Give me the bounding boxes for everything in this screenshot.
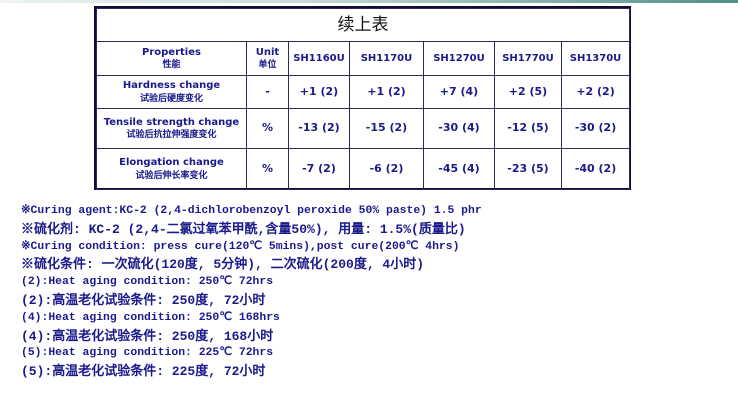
header-product: SH1160U xyxy=(288,41,350,76)
header-product: SH1270U xyxy=(423,41,495,76)
row-label: Tensile strength change 试验后抗拉伸强度变化 xyxy=(96,108,247,149)
row-label-en: Hardness change xyxy=(122,80,221,92)
notes: ※Curing agent:KC-2 (2,4-dichlorobenzoyl … xyxy=(21,203,482,381)
cell-value: -15 (2) xyxy=(349,108,424,149)
cell-value: -6 (2) xyxy=(349,148,424,190)
cell-value: +1 (2) xyxy=(288,75,350,109)
row-label-en: Elongation change xyxy=(119,157,224,169)
header-properties: Properties 性能 xyxy=(96,41,247,76)
note-line: (5):高温老化试验条件: 225度, 72小时 xyxy=(21,364,266,380)
row-label-zh: 试验后硬度变化 xyxy=(139,93,203,104)
table-title: 续上表 xyxy=(95,8,631,42)
cell-value: +7 (4) xyxy=(423,75,495,109)
row-label-zh: 试验后抗拉伸强度变化 xyxy=(126,130,217,141)
note-line: (4):高温老化试验条件: 250度, 168小时 xyxy=(21,328,274,344)
header-row: Properties 性能 Unit 单位 SH1160U SH1170U SH12… xyxy=(96,41,631,76)
note-line: (5):Heat aging condition: 225℃ 72hrs xyxy=(21,347,274,360)
cell-value: -40 (2) xyxy=(560,148,631,190)
note-line: (2):高温老化试验条件: 250度, 72小时 xyxy=(21,292,266,308)
header-properties-zh: 性能 xyxy=(162,60,181,71)
cell-value: +2 (5) xyxy=(494,75,562,109)
cell-value: +2 (2) xyxy=(560,75,631,109)
properties-table: 续上表 Properties 性能 Unit 单位 SH1160U SH1170U … xyxy=(94,6,631,190)
row-unit: % xyxy=(246,108,289,149)
row-label-zh: 试验后伸长率变化 xyxy=(135,170,208,181)
cell-value: -7 (2) xyxy=(288,148,350,190)
table-row: Hardness change 试验后硬度变化 - +1 (2) +1 (2) +… xyxy=(96,75,631,109)
note-line: ※硫化条件: 一次硫化(120度, 5分钟), 二次硫化(200度, 4小时) xyxy=(21,257,425,273)
row-label-en: Tensile strength change xyxy=(103,116,240,128)
header-unit-en: Unit xyxy=(255,46,280,58)
header-unit-zh: 单位 xyxy=(258,60,277,71)
cell-value: -30 (4) xyxy=(423,108,495,149)
row-unit: - xyxy=(246,75,289,109)
table-row: Elongation change 试验后伸长率变化 % -7 (2) -6 (2… xyxy=(96,148,631,190)
header-product: SH1770U xyxy=(494,41,562,76)
note-line: (4):Heat aging condition: 250℃ 168hrs xyxy=(21,311,280,324)
cell-value: +1 (2) xyxy=(349,75,424,109)
header-product: SH1370U xyxy=(560,41,631,76)
row-label: Elongation change 试验后伸长率变化 xyxy=(96,148,247,190)
row-label: Hardness change 试验后硬度变化 xyxy=(96,75,247,109)
note-line: ※Curing agent:KC-2 (2,4-dichlorobenzoyl … xyxy=(21,205,482,217)
note-line: ※Curing condition: press cure(120℃ 5mins… xyxy=(21,240,460,253)
cell-value: -12 (5) xyxy=(494,108,562,149)
note-line: ※硫化剂: KC-2 (2,4-二氯过氧苯甲酰,含量50%), 用量: 1.5%… xyxy=(21,221,466,237)
cell-value: -13 (2) xyxy=(288,108,350,149)
header-product: SH1170U xyxy=(349,41,424,76)
row-unit: % xyxy=(246,148,289,190)
table-row: Tensile strength change 试验后抗拉伸强度变化 % -13 … xyxy=(96,108,631,149)
cell-value: -45 (4) xyxy=(423,148,495,190)
note-line: (2):Heat aging condition: 250℃ 72hrs xyxy=(21,276,274,289)
header-unit: Unit 单位 xyxy=(246,41,289,76)
cell-value: -23 (5) xyxy=(494,148,562,190)
top-accent-bar xyxy=(0,0,738,3)
header-properties-en: Properties xyxy=(142,46,201,58)
cell-value: -30 (2) xyxy=(560,108,631,149)
